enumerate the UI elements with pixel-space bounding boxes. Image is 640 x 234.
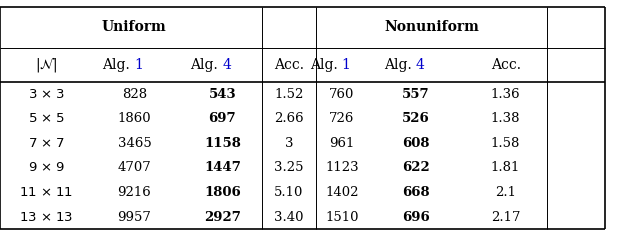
Text: 4: 4 (223, 58, 231, 72)
Text: 5 $\times$ 5: 5 $\times$ 5 (28, 112, 65, 125)
Text: 608: 608 (403, 137, 429, 150)
Text: 1: 1 (342, 58, 351, 72)
Text: Alg.: Alg. (190, 58, 223, 72)
Text: 622: 622 (402, 161, 430, 174)
Text: 4707: 4707 (118, 161, 151, 174)
Text: 726: 726 (329, 112, 355, 125)
Text: 3465: 3465 (118, 137, 151, 150)
Text: Acc.: Acc. (274, 58, 304, 72)
Text: 13 $\times$ 13: 13 $\times$ 13 (19, 211, 74, 223)
Text: 5.10: 5.10 (275, 186, 303, 199)
Text: Nonuniform: Nonuniform (384, 21, 479, 34)
Text: Uniform: Uniform (102, 21, 167, 34)
Text: 9 $\times$ 9: 9 $\times$ 9 (28, 161, 65, 174)
Text: $|\mathcal{N}|$: $|\mathcal{N}|$ (35, 55, 58, 74)
Text: 3.40: 3.40 (274, 211, 304, 223)
Text: 3: 3 (285, 137, 293, 150)
Text: 1.81: 1.81 (491, 161, 520, 174)
Text: 2.1: 2.1 (495, 186, 516, 199)
Text: 1402: 1402 (325, 186, 358, 199)
Text: 1.36: 1.36 (491, 88, 520, 101)
Text: 543: 543 (209, 88, 236, 101)
Text: 526: 526 (402, 112, 430, 125)
Text: 1447: 1447 (204, 161, 241, 174)
Text: 7 $\times$ 7: 7 $\times$ 7 (28, 137, 65, 150)
Text: 668: 668 (402, 186, 430, 199)
Text: 4: 4 (416, 58, 425, 72)
Text: 1.58: 1.58 (491, 137, 520, 150)
Text: 1510: 1510 (325, 211, 358, 223)
Text: Alg.: Alg. (384, 58, 416, 72)
Text: 1.38: 1.38 (491, 112, 520, 125)
Text: 961: 961 (329, 137, 355, 150)
Text: 9957: 9957 (118, 211, 151, 223)
Text: 1158: 1158 (204, 137, 241, 150)
Text: 1806: 1806 (204, 186, 241, 199)
Text: Alg.: Alg. (310, 58, 342, 72)
Text: 9216: 9216 (118, 186, 151, 199)
Text: 697: 697 (209, 112, 236, 125)
Text: 828: 828 (122, 88, 147, 101)
Text: 2927: 2927 (204, 211, 241, 223)
Text: Acc.: Acc. (491, 58, 520, 72)
Text: 2.66: 2.66 (274, 112, 304, 125)
Text: 11 $\times$ 11: 11 $\times$ 11 (19, 186, 74, 199)
Text: Alg.: Alg. (102, 58, 134, 72)
Text: 2.17: 2.17 (491, 211, 520, 223)
Text: 760: 760 (329, 88, 355, 101)
Text: 3 $\times$ 3: 3 $\times$ 3 (28, 88, 65, 101)
Text: 3.25: 3.25 (274, 161, 304, 174)
Text: 1.52: 1.52 (275, 88, 303, 101)
Text: 1860: 1860 (118, 112, 151, 125)
Text: 696: 696 (402, 211, 430, 223)
Text: 1: 1 (134, 58, 143, 72)
Text: 1123: 1123 (325, 161, 358, 174)
Text: 557: 557 (402, 88, 430, 101)
